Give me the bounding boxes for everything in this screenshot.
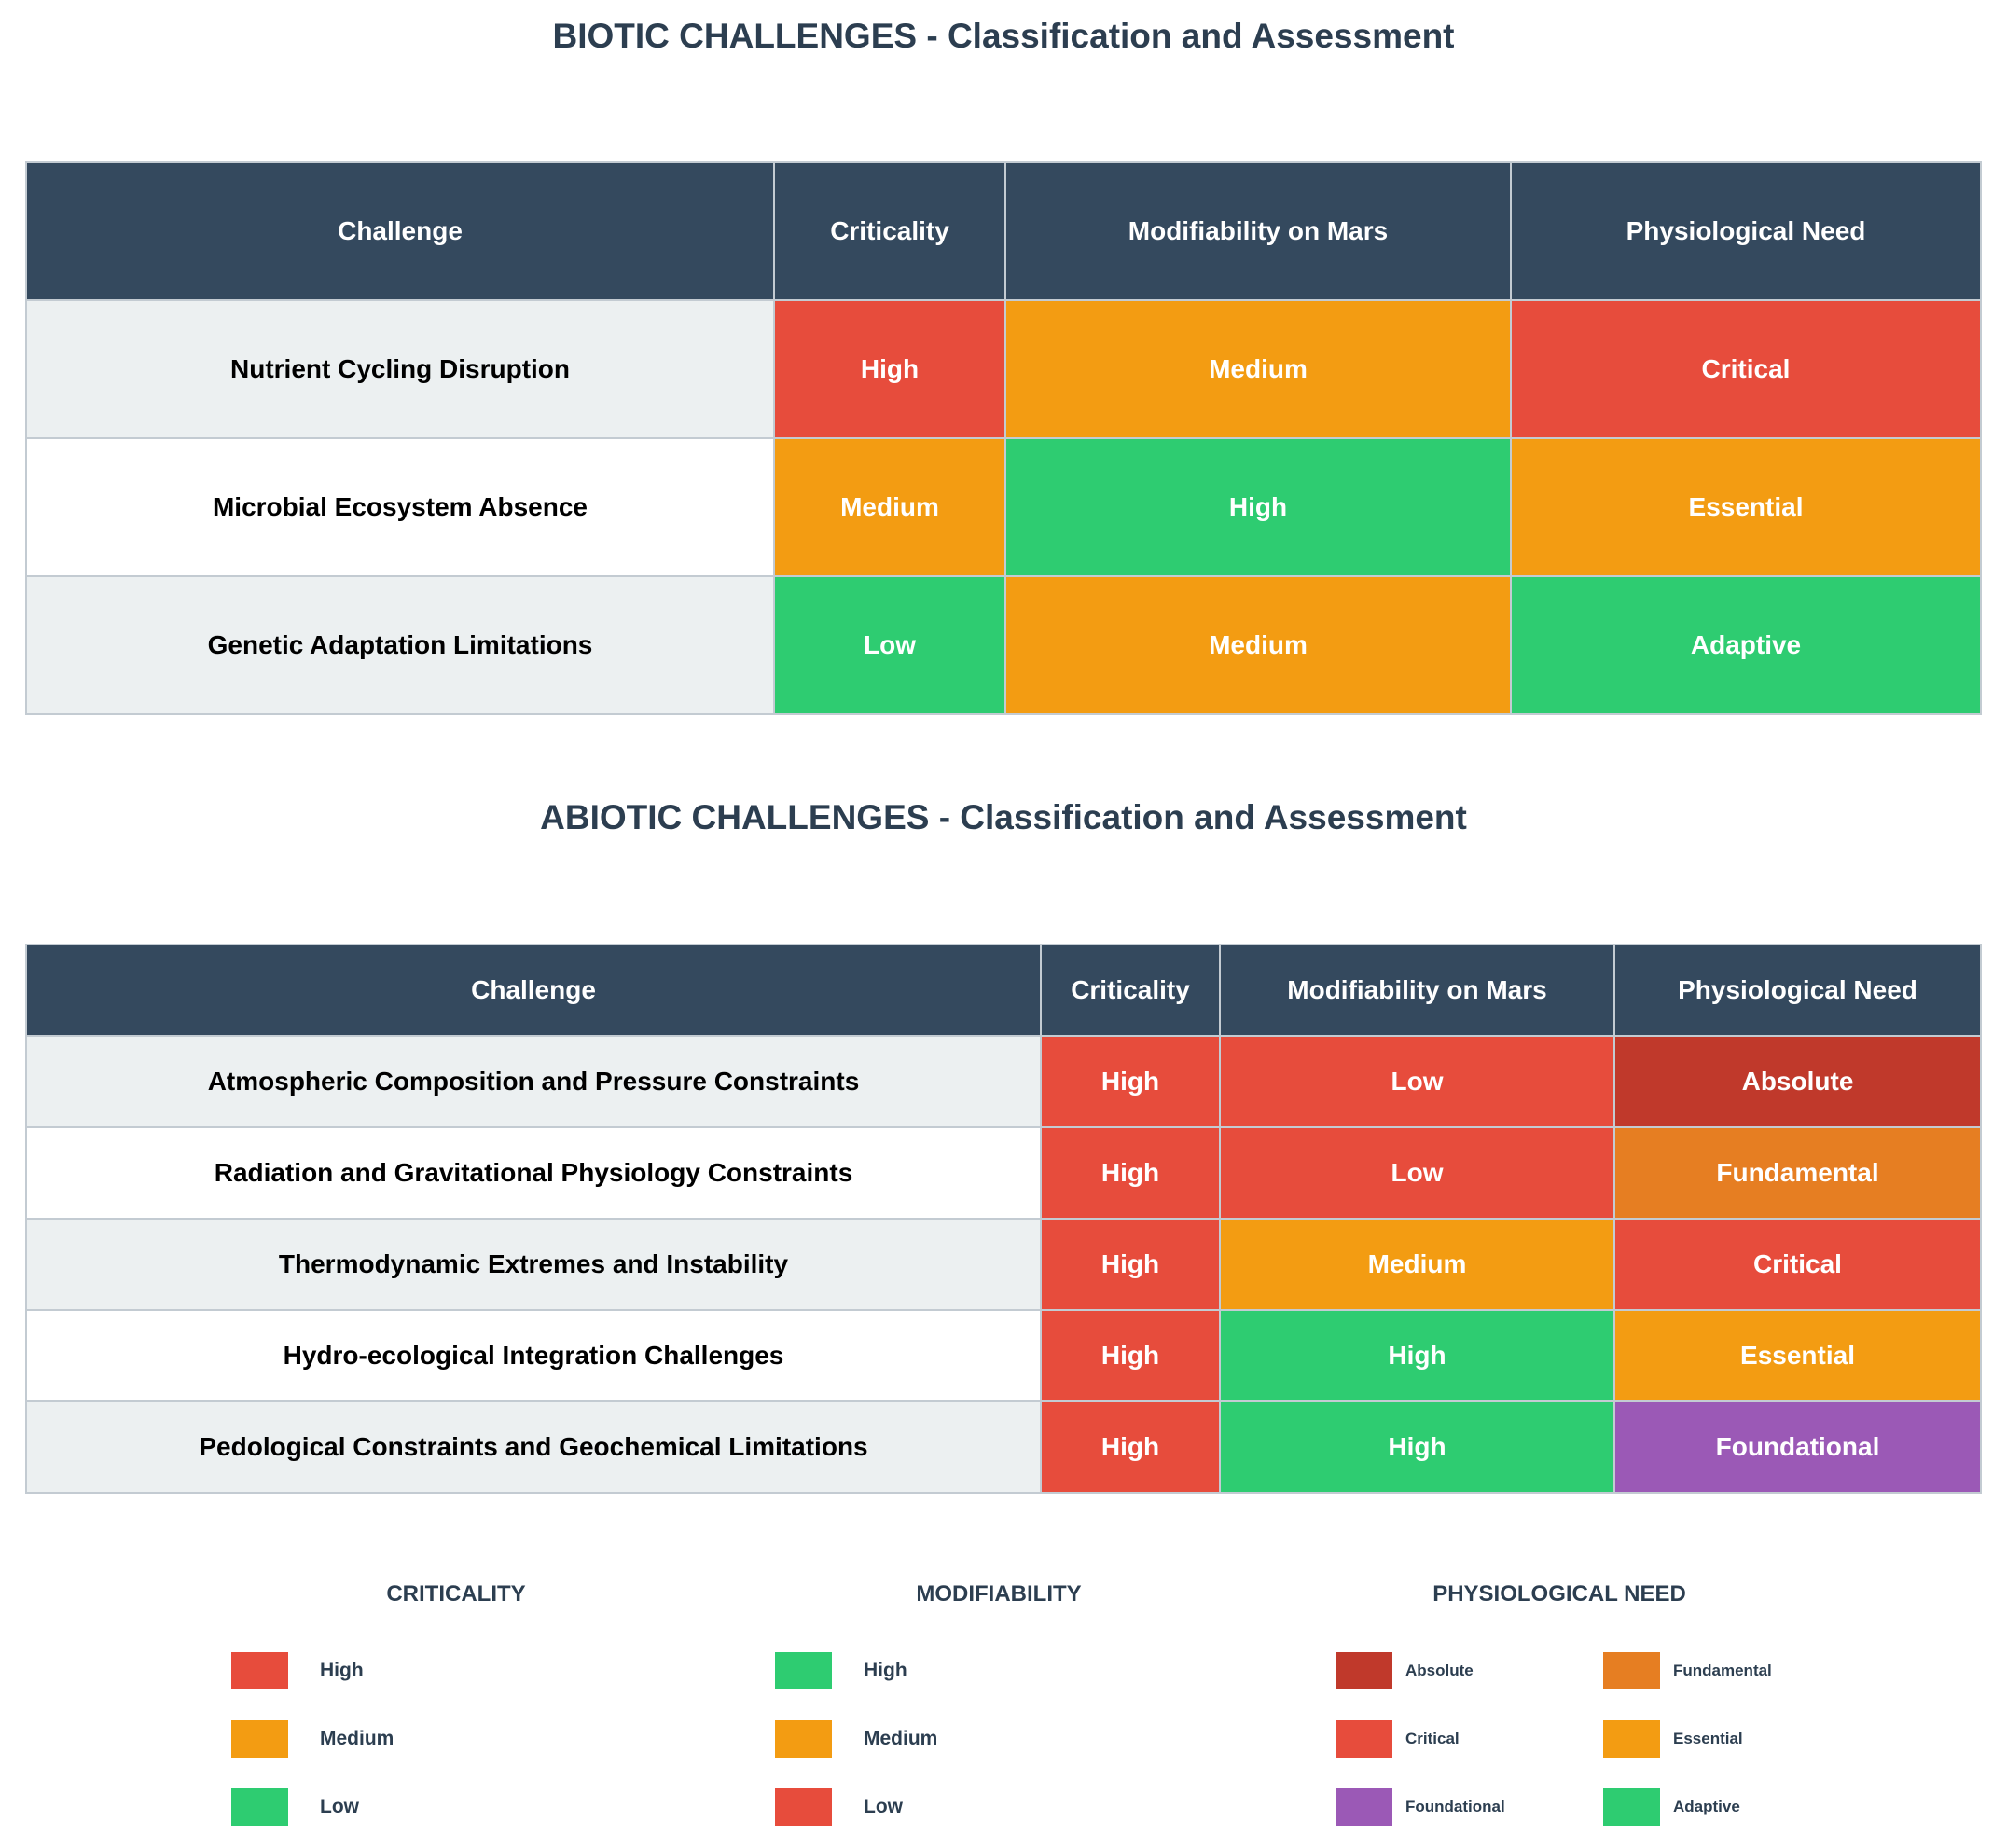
table-row: Pedological Constraints and Geochemical … [25,1400,1982,1494]
legend-label: Essential [1673,1730,1743,1747]
legend-label: Adaptive [1673,1798,1740,1815]
legend-label: High [320,1660,364,1681]
legend-swatch [231,1720,288,1758]
column-header-physiological-need: Physiological Need [1510,161,1982,301]
challenge-cell: Genetic Adaptation Limitations [25,575,775,715]
challenge-cell: Hydro-ecological Integration Challenges [25,1309,1042,1402]
legend-title-criticality: CRITICALITY [386,1581,526,1607]
legend-swatch [775,1652,832,1689]
challenge-cell: Atmospheric Composition and Pressure Con… [25,1035,1042,1128]
physiological-need-cell: Foundational [1613,1400,1982,1494]
column-header-challenge: Challenge [25,161,775,301]
physiological-need-cell: Critical [1510,299,1982,439]
legend-label: Medium [864,1728,938,1749]
modifiability-cell: High [1219,1400,1615,1494]
table-header-row: Challenge Criticality Modifiability on M… [25,161,1982,301]
modifiability-cell: High [1219,1309,1615,1402]
challenge-cell: Pedological Constraints and Geochemical … [25,1400,1042,1494]
legend-label: Low [864,1796,903,1817]
legend-label: High [864,1660,907,1681]
legend-label: Low [320,1796,359,1817]
physiological-need-cell: Adaptive [1510,575,1982,715]
challenge-cell: Thermodynamic Extremes and Instability [25,1218,1042,1311]
physiological-need-cell: Essential [1613,1309,1982,1402]
abiotic-table-title: ABIOTIC CHALLENGES - Classification and … [540,798,1467,836]
column-header-criticality: Criticality [773,161,1006,301]
table-header-row: Challenge Criticality Modifiability on M… [25,944,1982,1037]
criticality-cell: High [1040,1309,1221,1402]
table-row: Radiation and Gravitational Physiology C… [25,1126,1982,1220]
challenge-cell: Nutrient Cycling Disruption [25,299,775,439]
legend-swatch [1603,1720,1660,1758]
table-row: Nutrient Cycling Disruption High Medium … [25,299,1982,439]
criticality-cell: High [1040,1035,1221,1128]
physiological-need-cell: Fundamental [1613,1126,1982,1220]
criticality-cell: Low [773,575,1006,715]
table-row: Microbial Ecosystem Absence Medium High … [25,437,1982,577]
column-header-challenge: Challenge [25,944,1042,1037]
legend-swatch [1336,1652,1392,1689]
modifiability-cell: Medium [1219,1218,1615,1311]
legend-swatch [1336,1788,1392,1826]
column-header-criticality: Criticality [1040,944,1221,1037]
criticality-cell: High [1040,1400,1221,1494]
legend-label: Medium [320,1728,394,1749]
column-header-modifiability: Modifiability on Mars [1004,161,1512,301]
criticality-cell: High [1040,1218,1221,1311]
modifiability-cell: Low [1219,1035,1615,1128]
criticality-cell: Medium [773,437,1006,577]
legend-swatch [1603,1788,1660,1826]
legend-swatch [231,1652,288,1689]
legend-swatch [775,1720,832,1758]
criticality-cell: High [1040,1126,1221,1220]
challenge-cell: Microbial Ecosystem Absence [25,437,775,577]
table-row: Atmospheric Composition and Pressure Con… [25,1035,1982,1128]
modifiability-cell: Low [1219,1126,1615,1220]
criticality-cell: High [773,299,1006,439]
table-row: Hydro-ecological Integration Challenges … [25,1309,1982,1402]
biotic-challenges-table: Challenge Criticality Modifiability on M… [25,161,1982,715]
modifiability-cell: Medium [1004,299,1512,439]
legend-swatch [231,1788,288,1826]
legend-swatch [775,1788,832,1826]
modifiability-cell: Medium [1004,575,1512,715]
modifiability-cell: High [1004,437,1512,577]
legend-swatch [1336,1720,1392,1758]
table-row: Thermodynamic Extremes and Instability H… [25,1218,1982,1311]
table-row: Genetic Adaptation Limitations Low Mediu… [25,575,1982,715]
physiological-need-cell: Absolute [1613,1035,1982,1128]
column-header-modifiability: Modifiability on Mars [1219,944,1615,1037]
physiological-need-cell: Critical [1613,1218,1982,1311]
legend-title-physiological-need: PHYSIOLOGICAL NEED [1432,1581,1686,1607]
legend-swatch [1603,1652,1660,1689]
challenge-cell: Radiation and Gravitational Physiology C… [25,1126,1042,1220]
legend-label: Critical [1405,1730,1460,1747]
legend-label: Fundamental [1673,1662,1772,1679]
column-header-physiological-need: Physiological Need [1613,944,1982,1037]
legend-label: Foundational [1405,1798,1505,1815]
legend-title-modifiability: MODIFIABILITY [916,1581,1082,1607]
abiotic-challenges-table: Challenge Criticality Modifiability on M… [25,944,1982,1494]
physiological-need-cell: Essential [1510,437,1982,577]
biotic-table-title: BIOTIC CHALLENGES - Classification and A… [552,17,1455,55]
legend-label: Absolute [1405,1662,1474,1679]
